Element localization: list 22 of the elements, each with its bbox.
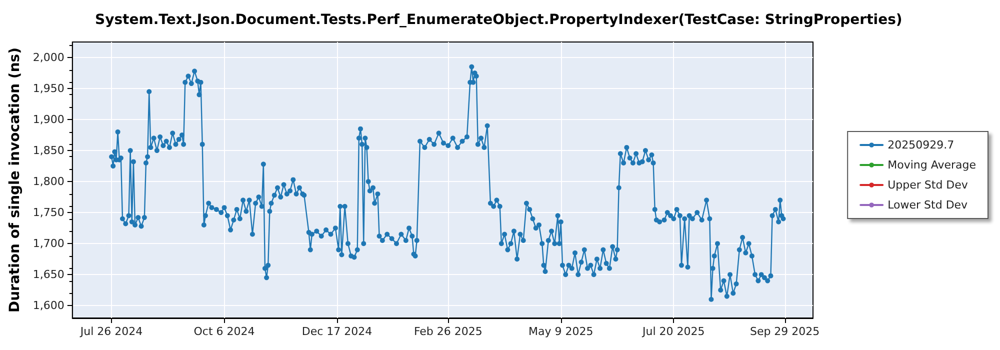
x-tick-label: Sep 29 2025 <box>750 325 820 338</box>
x-tick-label: Feb 26 2025 <box>414 325 482 338</box>
x-tick-label: Dec 17 2024 <box>302 325 372 338</box>
y-tick-label: 1,900 <box>32 113 64 126</box>
y-axis-title: Duration of single invocation (ns) <box>7 47 23 313</box>
chart-title: System.Text.Json.Document.Tests.Perf_EnumerateObject.PropertyIndexer(TestCase: StringProperties) <box>95 12 902 28</box>
legend-label: Upper Std Dev <box>888 178 968 192</box>
x-tick-label: Oct 6 2024 <box>194 325 255 338</box>
legend-label: Moving Average <box>888 158 976 172</box>
y-tick-label: 1,850 <box>32 144 64 158</box>
y-tick-label: 1,700 <box>32 237 64 250</box>
y-tick-label: 1,600 <box>32 299 64 312</box>
x-tick-label: Jul 26 2024 <box>79 325 143 338</box>
y-tick-label: 1,750 <box>32 206 64 220</box>
x-tick-label: Jul 20 2025 <box>642 325 705 338</box>
legend-label: Lower Std Dev <box>888 198 968 212</box>
x-tick-label: May 9 2025 <box>528 325 594 338</box>
y-tick-label: 1,650 <box>32 268 64 282</box>
legend-label: 20250929.7 <box>888 138 954 152</box>
y-tick-label: 1,950 <box>32 82 64 96</box>
y-tick-label: 1,800 <box>32 175 64 188</box>
y-tick-label: 2,000 <box>32 51 64 64</box>
